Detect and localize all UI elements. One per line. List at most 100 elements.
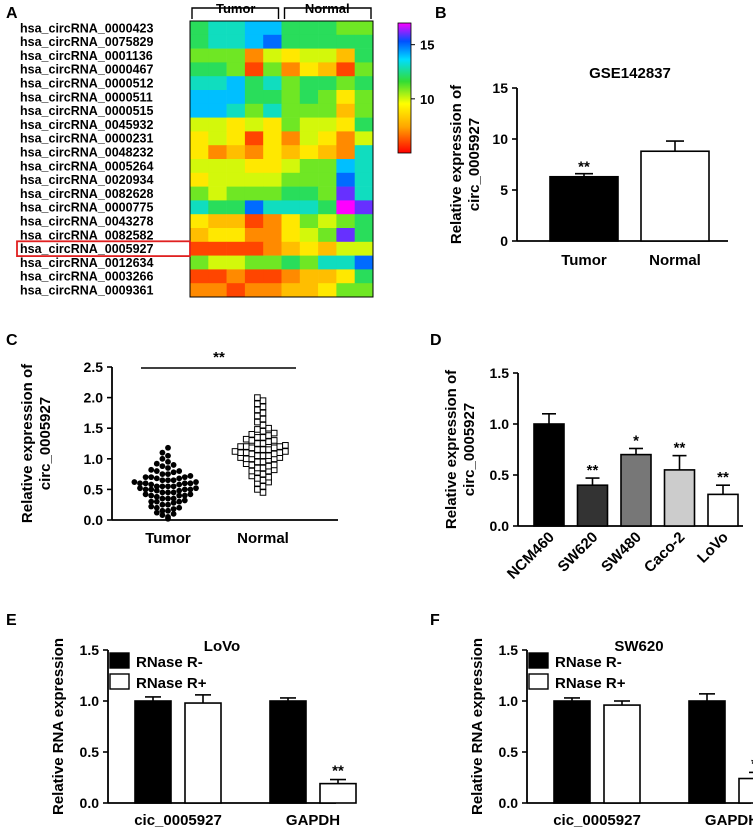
panel-f-legend-swatch: [528, 652, 549, 669]
panel-e-y-axis-title: Relative RNA expression: [50, 638, 67, 815]
panel-c-tumor-point: [181, 474, 188, 481]
heatmap-cell: [336, 90, 355, 105]
panel-d-bar: [707, 493, 739, 527]
heatmap-cell: [208, 76, 227, 91]
heatmap-cell: [281, 21, 301, 36]
panel-f-bar: [603, 704, 641, 804]
panel-c-normal-point: [265, 424, 272, 432]
heatmap-cell: [354, 186, 374, 201]
panel-c-tumor-point: [153, 475, 160, 482]
heatmap-cell: [336, 283, 355, 298]
heatmap-border: [189, 20, 374, 298]
panel-d-significance: **: [587, 462, 599, 479]
panel-c-normal-point: [231, 448, 239, 455]
color-scale-tick-label: 10: [420, 92, 434, 107]
panel-c-normal-point: [282, 448, 289, 455]
panel-c-tumor-point: [159, 463, 166, 470]
heatmap-cell: [263, 228, 282, 243]
panel-c-tumor-point: [170, 469, 177, 476]
heatmap-cell: [263, 131, 282, 146]
heatmap-cell: [336, 214, 355, 229]
heatmap-cell: [299, 103, 319, 118]
panel-c-tumor-point: [153, 483, 160, 490]
heatmap-cell: [336, 131, 355, 146]
heatmap-cell: [318, 172, 337, 187]
heatmap-cell: [354, 241, 374, 256]
panel-c-normal-point: [254, 434, 261, 441]
panel-c-tumor-point: [148, 474, 155, 481]
heatmap-cell: [354, 34, 374, 49]
panel-c-normal-point: [259, 489, 267, 496]
heatmap-cell: [190, 103, 209, 118]
heatmap-row-label: hsa_circRNA_0005927: [20, 242, 153, 256]
panel-b-x-label: Tumor: [561, 252, 607, 269]
heatmap-cell: [208, 283, 227, 298]
panel-c-tumor-point: [153, 487, 160, 494]
panel-c-normal-point: [248, 467, 256, 475]
heatmap-cell: [354, 269, 374, 284]
panel-e-y-tick-label: 0.0: [80, 795, 100, 811]
panel-d-bar: [620, 453, 652, 527]
panel-f-y-tick-label: 1.0: [499, 693, 519, 709]
heatmap-cell: [299, 241, 319, 256]
heatmap-cell: [263, 159, 282, 174]
heatmap-row-label: hsa_circRNA_0082582: [20, 228, 153, 242]
heatmap-cell: [244, 269, 264, 284]
panel-c-tumor-point: [159, 449, 166, 456]
heatmap-cell: [281, 90, 301, 105]
heatmap-cell: [281, 241, 301, 256]
heatmap-cell: [318, 241, 337, 256]
heatmap-cell: [336, 117, 355, 132]
heatmap-cell: [354, 283, 374, 298]
panel-c-normal-point: [270, 429, 278, 437]
heatmap-cell: [318, 159, 337, 174]
panel-c-tumor-point: [142, 474, 149, 481]
panel-c-normal-point: [254, 452, 261, 460]
panel-c-tumor-point: [176, 498, 183, 505]
heatmap-cell: [318, 34, 337, 49]
heatmap-cell: [336, 186, 355, 201]
heatmap-cell: [336, 172, 355, 187]
panel-e-bar: [269, 700, 307, 804]
heatmap-cell: [281, 131, 301, 146]
heatmap-cell: [318, 117, 337, 132]
heatmap-cell: [318, 269, 337, 284]
heatmap-cell: [226, 200, 246, 215]
panel-c-tumor-point: [170, 506, 177, 512]
panel-c-tumor-point: [187, 486, 194, 493]
panel-c-tumor-point: [193, 485, 199, 492]
panel-f-y-axis-title: Relative RNA expression: [469, 638, 486, 815]
heatmap-cell: [190, 21, 209, 36]
panel-c-normal-point: [254, 418, 261, 426]
panel-c-normal-point: [259, 403, 267, 411]
panel-c-normal-point: [259, 458, 267, 466]
panel-c-tumor-point: [148, 503, 155, 510]
panel-c-tumor-point: [137, 480, 143, 487]
panel-c-normal-point: [259, 446, 267, 453]
panel-c-tumor-point: [187, 473, 194, 479]
panel-d-x-label: SW480: [598, 529, 645, 576]
heatmap-cell: [336, 48, 355, 63]
heatmap-row-label: hsa_circRNA_0005264: [20, 159, 153, 173]
heatmap-cell: [226, 90, 246, 105]
panel-b-y-tick-label: 5: [500, 182, 508, 198]
heatmap-cell: [208, 269, 227, 284]
heatmap-cell: [208, 228, 227, 243]
heatmap-cell: [208, 200, 227, 215]
heatmap-cell: [244, 145, 264, 160]
panel-c-tumor-point: [153, 460, 160, 467]
panel-c-y-tick-label: 2.5: [84, 359, 104, 375]
panel-c-normal-point: [254, 394, 261, 401]
heatmap-cell: [336, 200, 355, 215]
panel-e-legend-swatch: [109, 652, 130, 669]
panel-letter-c: C: [6, 332, 18, 349]
heatmap-cell: [190, 62, 209, 77]
panel-c-normal-point: [259, 427, 267, 435]
heatmap-cell: [318, 255, 337, 270]
heatmap-cell: [336, 76, 355, 91]
highlight-box: [16, 240, 191, 258]
heatmap-row-label: hsa_circRNA_0000512: [20, 77, 153, 91]
panel-c-tumor-point: [176, 475, 183, 482]
heatmap-cell: [208, 172, 227, 187]
heatmap-cell: [190, 228, 209, 243]
